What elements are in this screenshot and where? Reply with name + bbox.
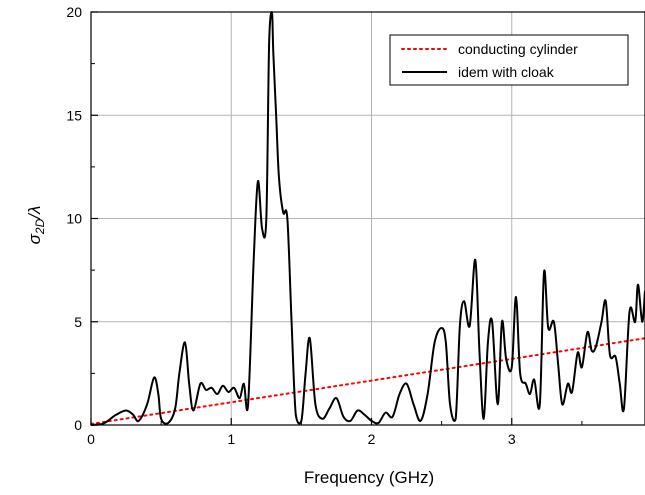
legend: conducting cylinder idem with cloak: [389, 34, 629, 86]
series-layer: [90, 11, 645, 426]
legend-label-conducting-cylinder: conducting cylinder: [458, 41, 578, 57]
y-axis-title-subscript: 2D: [33, 218, 47, 235]
x-tick-label: 2: [368, 431, 376, 447]
y-tick-label: 5: [74, 314, 82, 330]
y-axis-title: σ2D/λ: [25, 206, 47, 245]
tick-labels: 0 1 2 3 0 5 10 15 20: [66, 4, 515, 447]
ticks: [90, 11, 583, 426]
x-tick-label: 1: [227, 431, 235, 447]
series-line-idem-with-cloak: [90, 11, 645, 426]
series-line-conducting-cylinder: [90, 337, 645, 425]
y-tick-label: 0: [74, 417, 82, 433]
x-tick-label: 0: [87, 431, 95, 447]
y-axis-title-tail: /λ: [25, 206, 44, 220]
y-tick-label: 15: [66, 107, 82, 123]
x-axis-title: Frequency (GHz): [304, 468, 434, 487]
y-tick-label: 20: [66, 4, 82, 20]
y-axis-title-main: σ: [25, 233, 44, 244]
y-tick-label: 10: [66, 211, 82, 227]
legend-label-idem-with-cloak: idem with cloak: [458, 64, 555, 80]
x-tick-label: 3: [508, 431, 516, 447]
legend-box: [389, 34, 629, 86]
